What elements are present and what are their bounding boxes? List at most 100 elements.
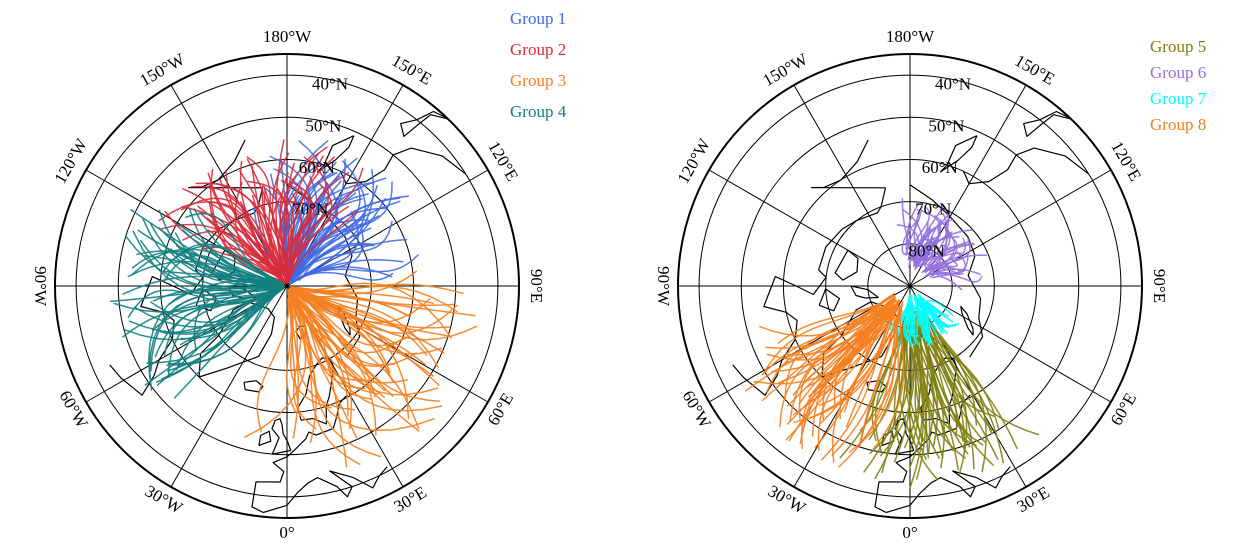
- coastline: [400, 110, 469, 137]
- trajectory-group-3: [289, 288, 439, 396]
- trajectory-group-3: [256, 289, 290, 433]
- trajectory-group-3: [287, 292, 301, 417]
- trajectory-group-4: [156, 286, 281, 386]
- trajectory-group-2: [287, 210, 359, 283]
- latitude-label: 60°N: [922, 158, 958, 177]
- trajectory-group-4: [148, 286, 284, 391]
- trajectory-group-3: [299, 288, 476, 317]
- trajectory-group-2: [206, 217, 286, 284]
- legend-entry-group-8: Group 8: [1150, 115, 1206, 134]
- trajectory-group-3: [287, 289, 356, 411]
- coastline: [850, 285, 879, 299]
- legend-entry-group-6: Group 6: [1150, 63, 1206, 82]
- trajectory-group-6: [931, 251, 969, 279]
- trajectory-group-5: [925, 315, 968, 475]
- map-contents: [678, 54, 1142, 518]
- meridian-line: [793, 84, 911, 287]
- trajectory-group-3: [288, 288, 317, 430]
- coastline: [198, 301, 275, 378]
- map-boundary: [677, 53, 1143, 519]
- left-polar-map: 180°W 150°E 120°E 90°E 60°E 30°E 0° 30°W 60°W 90°…: [31, 9, 567, 542]
- longitude-label: 60°E: [484, 390, 518, 429]
- trajectory-group-3: [292, 289, 411, 347]
- trajectory-group-3: [295, 285, 458, 313]
- trajectory-group-3: [297, 294, 372, 400]
- coastline: [818, 288, 840, 312]
- trajectory-group-8: [800, 305, 901, 450]
- trajectory-group-3: [293, 293, 376, 398]
- trajectory-group-7: [918, 300, 925, 337]
- longitude-label: 60°W: [678, 387, 715, 432]
- map-contents: [55, 54, 519, 518]
- trajectory-group-7: [912, 304, 931, 346]
- trajectory-group-1: [291, 207, 387, 279]
- trajectory-group-7: [920, 296, 948, 335]
- trajectory-group-5: [917, 322, 971, 448]
- trajectory-group-4: [136, 250, 284, 286]
- trajectory-group-4: [166, 287, 284, 366]
- trajectory-group-7: [925, 301, 960, 328]
- longitude-label: 0°: [279, 523, 294, 542]
- coastline: [263, 466, 388, 514]
- trajectory-group-5: [926, 321, 995, 417]
- longitude-label: 30°E: [391, 483, 430, 517]
- trajectory-group-7: [910, 307, 921, 324]
- trajectory-group-5: [905, 312, 924, 469]
- trajectory-group-4: [172, 245, 279, 283]
- trajectory-group-2: [287, 152, 320, 283]
- latitude-label: 60°N: [299, 158, 335, 177]
- longitude-label: 120°E: [1107, 138, 1145, 184]
- trajectory-group-6: [926, 268, 981, 277]
- coastline: [962, 147, 1090, 185]
- trajectory-group-3: [291, 294, 420, 432]
- trajectory-group-3: [244, 301, 307, 438]
- coastline: [732, 228, 843, 396]
- trajectory-group-8: [761, 301, 883, 402]
- trajectory-group-3: [289, 288, 428, 356]
- trajectory-group-2: [285, 155, 324, 283]
- longitude-label: 180°W: [886, 27, 935, 46]
- longitude-label: 150°W: [137, 49, 189, 90]
- trajectory-group-3: [291, 297, 420, 430]
- longitude-label: 30°E: [1014, 483, 1053, 517]
- trajectory-group-4: [149, 222, 275, 287]
- legend-entry-group-3: Group 3: [510, 71, 566, 90]
- latitude-label: 80°N: [909, 241, 945, 260]
- right-polar-map: 180°W 150°E 120°E 90°E 60°E 30°E 0° 30°W 60°W 90°…: [654, 27, 1207, 542]
- trajectory-group-8: [784, 295, 895, 356]
- trajectory-group-8: [761, 301, 893, 376]
- trajectory-group-4: [163, 254, 278, 287]
- trajectory-group-6: [911, 205, 945, 260]
- longitude-label: 90°W: [654, 266, 673, 307]
- trajectory-group-1: [288, 184, 378, 284]
- trajectory-group-8: [845, 308, 903, 428]
- trajectory-group-7: [919, 301, 943, 335]
- trajectory-group-6: [929, 242, 974, 275]
- trajectory-group-3: [292, 290, 407, 316]
- trajectory-group-8: [872, 300, 905, 450]
- trajectory-group-8: [762, 302, 884, 374]
- coastline: [1023, 110, 1092, 137]
- coastline: [243, 380, 264, 393]
- longitude-label: 150°W: [760, 49, 812, 90]
- trajectory-group-5: [914, 316, 924, 443]
- trajectory-group-3: [294, 295, 348, 468]
- longitude-label: 150°E: [389, 51, 435, 89]
- trajectory-group-6: [925, 219, 942, 265]
- trajectory-group-2: [284, 195, 313, 278]
- coastline: [960, 305, 974, 336]
- trajectory-group-4: [122, 287, 282, 338]
- trajectory-group-4: [147, 285, 284, 379]
- coastline: [920, 357, 957, 425]
- trajectory-group-2: [287, 156, 330, 281]
- latitude-label: 70°N: [292, 200, 328, 219]
- trajectory-group-5: [921, 309, 1040, 436]
- meridian-line: [708, 169, 911, 287]
- trajectory-group-8: [766, 301, 892, 361]
- longitude-label: 120°E: [484, 138, 522, 184]
- trajectory-group-5: [869, 324, 910, 455]
- trajectory-group-6: [914, 238, 934, 266]
- longitude-label: 90°E: [1150, 269, 1169, 303]
- latitude-label: 70°N: [915, 200, 951, 219]
